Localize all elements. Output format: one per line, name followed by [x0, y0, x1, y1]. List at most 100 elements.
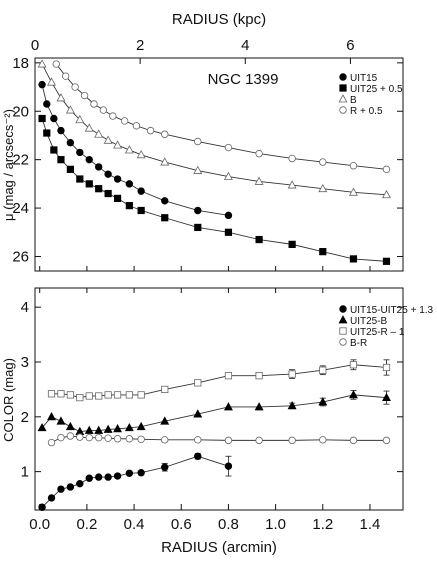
legend-label: B: [350, 95, 357, 106]
kpc-tick-label: 4: [241, 37, 249, 54]
data-point: [50, 114, 58, 123]
data-point: [84, 123, 94, 132]
x-tick-label: 1.4: [360, 516, 381, 533]
data-point: [47, 77, 56, 86]
data-point: [104, 391, 112, 399]
legend-label: UIT25 + 0.5: [350, 84, 403, 95]
data-point: [348, 390, 358, 399]
kpc-tick-label: 0: [31, 37, 39, 54]
data-point: [382, 165, 391, 174]
data-point: [76, 175, 84, 183]
x-tick-label: 0.8: [218, 516, 239, 533]
data-point: [94, 425, 104, 434]
data-point: [318, 397, 328, 406]
legend-label: UIT15-UIT25 + 1.3: [350, 305, 434, 316]
bottom-panel-ticks: 1 2 3 4 0.0 0.2 0.4 0.6 0.8 1.0 1.2 1.4: [21, 288, 403, 533]
data-point: [194, 206, 202, 215]
data-point: [65, 105, 75, 114]
data-point: [137, 391, 145, 399]
data-point: [66, 483, 75, 491]
legend-marker: [339, 305, 347, 313]
data-point: [288, 240, 296, 248]
data-point: [349, 255, 358, 263]
data-point: [124, 422, 134, 432]
data-point: [194, 223, 202, 232]
data-point: [224, 436, 233, 445]
legend-label: R + 0.5: [350, 106, 383, 117]
data-point: [66, 391, 74, 399]
kpc-tick-label: 6: [346, 37, 354, 54]
data-point: [38, 80, 46, 89]
data-point: [223, 402, 233, 411]
data-point: [104, 434, 112, 442]
legend-marker: [339, 73, 347, 81]
x-tick-label: 0.0: [29, 516, 50, 533]
data-point: [76, 394, 84, 402]
data-point: [76, 479, 84, 488]
bottom-x-axis-label: RADIUS (arcmin): [161, 539, 277, 556]
data-point: [349, 361, 358, 369]
data-point: [56, 93, 66, 102]
data-point: [94, 129, 104, 138]
data-point: [66, 165, 74, 173]
x-tick-label: 1.0: [265, 516, 286, 533]
data-point: [57, 485, 65, 493]
top-panel-data: [37, 59, 391, 265]
data-point: [161, 436, 169, 444]
data-point: [104, 473, 112, 481]
top-y-axis-label: μ (mag / arcsecs⁻²): [1, 109, 16, 221]
data-point: [37, 422, 47, 432]
y-tick-label: 18: [12, 55, 29, 72]
data-point: [38, 114, 46, 123]
data-point: [254, 402, 264, 411]
data-point: [194, 137, 202, 146]
data-point: [125, 180, 134, 188]
data-point: [193, 165, 203, 174]
series-uit25-0-5: [38, 114, 391, 265]
data-point: [84, 425, 94, 434]
y-tick-label: 3: [21, 354, 29, 371]
data-point: [47, 390, 56, 398]
data-point: [57, 126, 65, 135]
data-point: [255, 436, 263, 445]
data-point: [161, 214, 169, 222]
data-point: [104, 189, 112, 198]
data-point: [125, 469, 134, 477]
data-point: [255, 372, 263, 380]
data-point: [382, 392, 391, 402]
y-tick-label: 20: [12, 103, 29, 120]
data-point: [136, 421, 146, 431]
data-point: [95, 392, 103, 400]
data-point: [43, 129, 51, 137]
data-point: [194, 452, 202, 460]
data-point: [288, 154, 296, 163]
data-point: [43, 100, 51, 108]
top-panel-frame: [34, 57, 404, 272]
legend-label: UIT15: [350, 73, 378, 84]
data-point: [65, 421, 75, 431]
legend-marker: [339, 84, 347, 92]
data-point: [125, 202, 133, 210]
data-point: [319, 248, 327, 256]
data-point: [223, 171, 233, 181]
data-point: [348, 187, 358, 196]
data-point: [85, 433, 93, 442]
data-point: [103, 424, 113, 433]
data-point: [287, 401, 297, 410]
legend-marker: [339, 327, 347, 335]
data-point: [47, 411, 56, 421]
data-point: [113, 472, 122, 480]
data-point: [161, 197, 169, 205]
data-point: [99, 106, 108, 114]
y-tick-label: 26: [12, 248, 29, 265]
data-point: [255, 149, 263, 158]
data-point: [287, 180, 297, 189]
series-uit25-r-1: [47, 359, 391, 402]
data-point: [125, 391, 133, 399]
top-panel-title: NGC 1399: [208, 71, 279, 88]
legend-marker: [338, 94, 348, 103]
data-point: [125, 435, 134, 443]
x-tick-label: 0.2: [76, 516, 97, 533]
